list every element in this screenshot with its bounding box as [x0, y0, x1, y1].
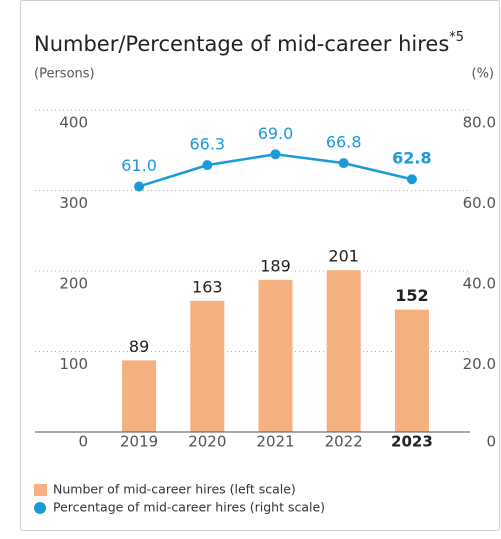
- bar-value-label: 89: [129, 337, 149, 356]
- bar-value-label: 189: [260, 256, 291, 275]
- y2-tick-label: 20.0: [463, 355, 496, 373]
- bar-value-label: 201: [328, 247, 359, 266]
- legend-swatch: [34, 502, 46, 514]
- bar: [122, 360, 157, 432]
- line-value-label: 69.0: [258, 124, 294, 143]
- x-tick-label: 2019: [120, 433, 158, 451]
- bar: [190, 300, 225, 432]
- y2-tick-label: 60.0: [463, 194, 496, 212]
- bar: [326, 270, 361, 432]
- legend-label: Percentage of mid-career hires (right sc…: [53, 500, 325, 515]
- y-tick-label: 300: [59, 194, 88, 212]
- y-tick-label: 100: [59, 355, 88, 373]
- x-tick-label: 2021: [256, 433, 294, 451]
- line-value-label: 62.8: [392, 149, 431, 168]
- legend-label: Number of mid-career hires (left scale): [53, 482, 296, 497]
- y2-axis-label: (%): [472, 67, 495, 82]
- title-text: Number/Percentage of mid-career hires: [34, 32, 449, 56]
- bar: [258, 279, 293, 432]
- y-tick-label: 400: [59, 114, 88, 132]
- y-tick-label: 0: [78, 433, 88, 451]
- y2-tick-label: 40.0: [463, 275, 496, 293]
- line-point: [270, 149, 281, 160]
- line-value-label: 66.8: [326, 133, 362, 152]
- legend-swatch: [34, 484, 47, 496]
- line-point: [134, 181, 145, 192]
- y2-tick-label: 0: [486, 433, 496, 451]
- bar-value-label: 163: [192, 277, 223, 296]
- bar: [394, 309, 429, 432]
- y-axis-label: (Persons): [34, 67, 95, 82]
- chart-title: Number/Percentage of mid-career hires*5: [34, 30, 464, 57]
- line-value-label: 61.0: [121, 156, 157, 175]
- x-tick-label: 2022: [325, 433, 363, 451]
- line-point: [406, 174, 417, 185]
- y2-tick-label: 80.0: [463, 114, 496, 132]
- line-value-label: 66.3: [189, 135, 225, 154]
- line-point: [202, 160, 213, 171]
- bar-value-label: 152: [395, 286, 428, 305]
- x-tick-label: 2023: [391, 433, 433, 451]
- title-note: *5: [449, 30, 464, 45]
- card-border: [20, 0, 500, 531]
- x-tick-label: 2020: [188, 433, 226, 451]
- y-tick-label: 200: [59, 275, 88, 293]
- line-point: [338, 158, 349, 169]
